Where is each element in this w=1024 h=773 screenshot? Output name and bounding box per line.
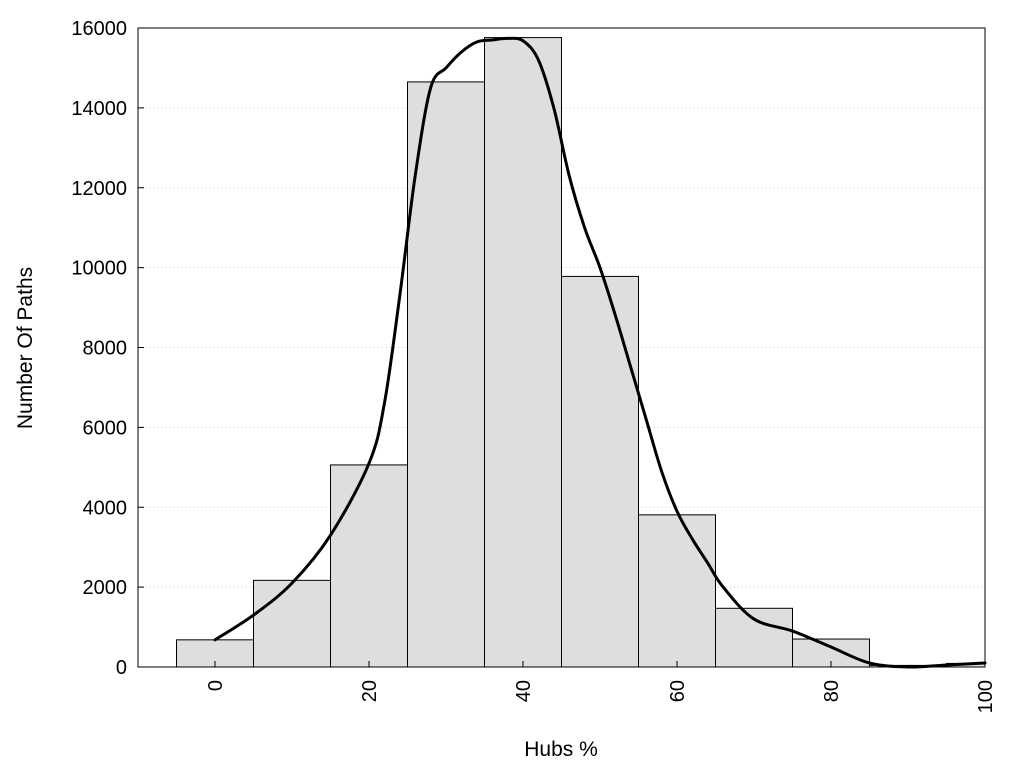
density-curve-line [213,36,987,669]
x-tick-label: 0 [205,680,227,691]
histogram-bar [484,37,562,668]
y-tick-label: 8000 [83,338,128,360]
x-tick-label: 20 [359,680,381,702]
y-tick-label: 16000 [71,18,127,40]
y-axis-ticks: 0 2000 4000 6000 8000 10000 12000 14000 16000 [71,18,144,679]
y-tick-label: 2000 [83,577,128,599]
histogram-bar [715,607,793,668]
x-axis-ticks: 0 20 40 60 80 100 [205,661,997,713]
y-tick-label: 6000 [83,417,128,439]
x-tick-label: 40 [513,680,535,702]
y-axis-title: Number Of Paths [14,267,37,429]
y-tick-label: 14000 [71,98,127,120]
x-tick-label: 100 [975,680,997,713]
histogram-bar [638,514,716,668]
histogram-bar [407,81,485,668]
y-tick-label: 4000 [83,497,128,519]
y-tick-label: 12000 [71,178,127,200]
histogram-bar [561,275,639,668]
x-tick-label: 60 [667,680,689,702]
histogram-bars [176,37,986,668]
density-curve [213,36,987,669]
histogram-bar [253,579,331,668]
y-tick-label: 10000 [71,258,127,280]
y-tick-label: 0 [116,657,127,679]
histogram-bar [330,464,408,668]
x-axis-title: Hubs % [524,738,598,761]
x-tick-label: 80 [821,680,843,702]
